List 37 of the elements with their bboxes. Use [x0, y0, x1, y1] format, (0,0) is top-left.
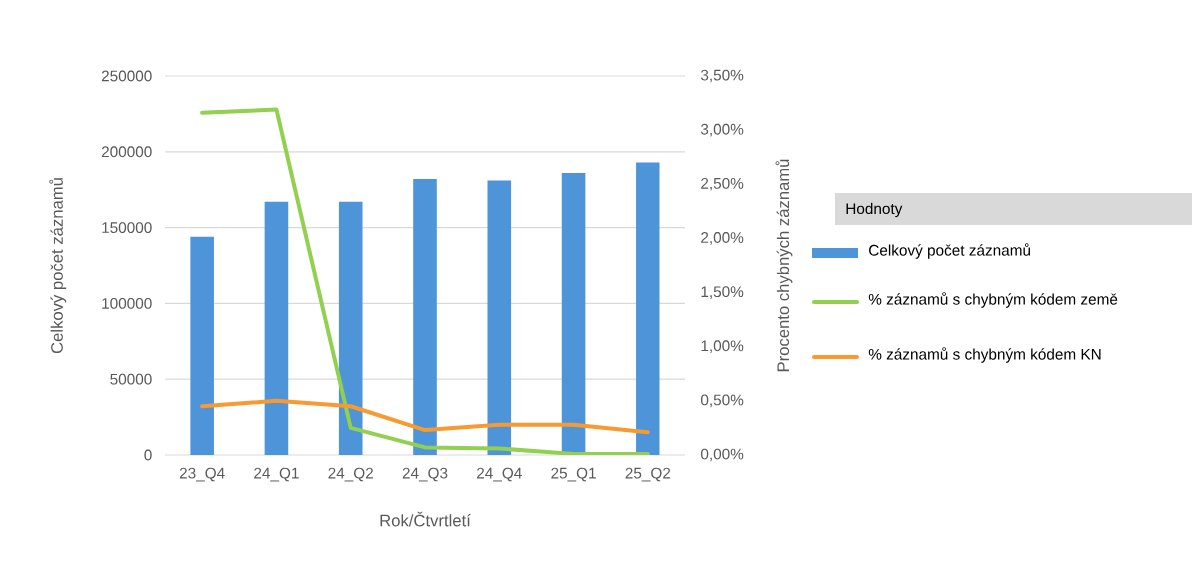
y-axis-title: Celkový počet záznamů	[49, 178, 67, 354]
bar	[190, 236, 214, 455]
bar	[561, 173, 586, 455]
y-tick-label: 250000	[101, 70, 152, 82]
x-tick-label: 24_Q3	[402, 467, 448, 482]
bar	[487, 180, 512, 455]
legend-label: % záznamů s chybným kódem KN	[868, 347, 1101, 363]
y2-tick-label: 2,50%	[701, 177, 744, 191]
legend-title: Hodnoty	[846, 202, 903, 218]
y2-tick-label: 0,50%	[700, 394, 744, 408]
line-series	[200, 107, 650, 455]
bar	[338, 201, 363, 455]
y2-tick-label: 2,00%	[701, 232, 744, 245]
y2-tick-label: 3,50%	[700, 69, 744, 83]
y-tick-label: 50000	[110, 373, 152, 385]
bar	[413, 179, 437, 455]
y2-tick-label: 1,00%	[701, 340, 744, 354]
legend-label: % záznamů s chybným kódem země	[868, 292, 1118, 308]
legend-label: Celkový počet záznamů	[869, 243, 1030, 259]
x-tick-label: 23_Q4	[179, 467, 225, 482]
y2-tick-label: 1,50%	[701, 286, 744, 299]
y-tick-label: 0	[144, 449, 152, 461]
x-axis-title: Rok/Čtvrtletí	[380, 511, 471, 527]
x-tick-label: 25_Q2	[625, 467, 671, 482]
line-series	[200, 398, 650, 435]
bar	[264, 201, 289, 455]
x-tick-label: 25_Q1	[551, 467, 596, 482]
x-tick-label: 24_Q4	[477, 467, 522, 482]
y2-axis-title: Procento chybných záznamů	[775, 159, 793, 372]
y-tick-label: 100000	[102, 297, 152, 309]
bar	[636, 162, 660, 455]
x-tick-label: 24_Q1	[254, 467, 299, 482]
y2-tick-label: 0,00%	[700, 448, 744, 462]
y-tick-label: 200000	[101, 146, 152, 158]
y2-tick-label: 3,00%	[700, 123, 744, 137]
x-tick-label: 24_Q2	[328, 467, 373, 482]
y-tick-label: 150000	[102, 222, 152, 234]
